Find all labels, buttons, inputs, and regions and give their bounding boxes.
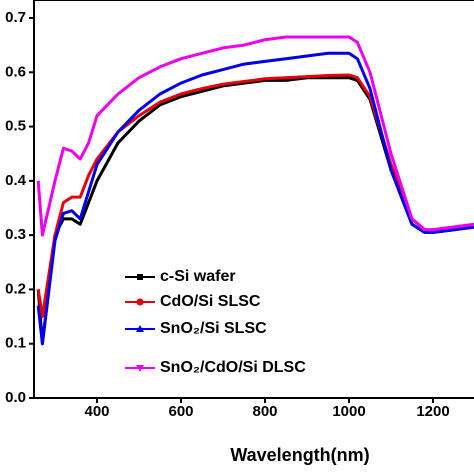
y-tick-label: 0.0 [5,389,26,406]
legend-label: SnO₂/Si SLSC [160,320,267,337]
x-tick-label: 1200 [416,403,449,420]
legend-marker [137,274,143,280]
x-tick-label: 1000 [332,403,365,420]
series-line [36,73,474,319]
x-tick-label: 600 [168,403,193,420]
y-tick-label: 0.7 [5,9,26,26]
y-tick-label: 0.6 [5,63,26,80]
x-tick-label: 400 [84,403,109,420]
legend-label: SnO₂/CdO/Si DLSC [160,359,306,376]
y-tick-label: 0.2 [5,280,26,297]
x-tick-label: 800 [252,403,277,420]
legend-marker [136,365,144,372]
series-line [36,35,474,237]
y-tick-label: 0.1 [5,335,26,352]
legend-label: c-Si wafer [160,268,236,285]
y-tick-label: 0.4 [5,172,27,189]
y-tick-label: 0.5 [5,118,26,135]
legend-marker [136,325,144,332]
legend-label: CdO/Si SLSC [160,293,261,310]
legend-marker [136,298,144,306]
y-tick-label: 0.3 [5,226,26,243]
series-line [36,51,474,346]
x-axis-label: Wavelength(nm) [230,445,369,465]
